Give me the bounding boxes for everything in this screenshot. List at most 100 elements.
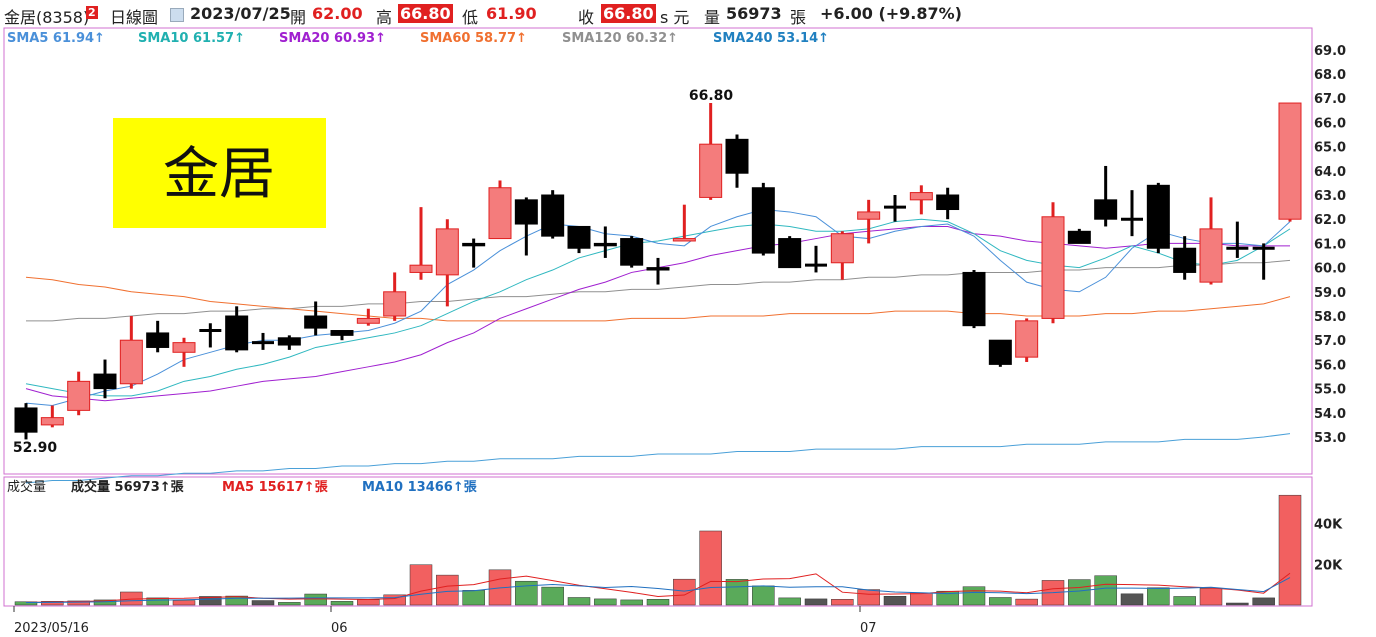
candle	[620, 236, 644, 268]
y-tick-label: 65.0	[1314, 141, 1346, 156]
volume-tick-label: 40K	[1314, 518, 1343, 533]
volume-value: 56973	[726, 4, 782, 23]
volume-bar	[620, 599, 643, 606]
candle-body	[409, 264, 433, 273]
chart-badge-icon: 2	[86, 6, 98, 19]
y-tick-label: 60.0	[1314, 262, 1346, 277]
candle-body	[1015, 320, 1039, 358]
volume-bar	[199, 596, 222, 606]
candle-body	[93, 373, 117, 390]
volume-bar	[278, 602, 301, 606]
volume-ma5-line	[25, 572, 1291, 603]
open-label: 開	[290, 8, 307, 27]
volume-label: 量	[704, 8, 721, 27]
candle-body	[541, 194, 565, 237]
candle-body	[119, 339, 143, 385]
candle	[383, 272, 407, 321]
volume-bar	[567, 597, 591, 606]
ma-legend-item: SMA240 53.14↑	[713, 31, 829, 46]
candle-body	[962, 271, 986, 327]
candle	[936, 187, 960, 220]
candle-body	[725, 138, 749, 174]
price-change: +6.00 (+9.87%)	[820, 4, 962, 23]
calendar-icon[interactable]	[170, 8, 184, 22]
volume-bar	[146, 597, 169, 606]
candle-body	[1067, 230, 1091, 244]
ma-legend-item: SMA5 61.94↑	[7, 31, 105, 46]
candle	[830, 231, 854, 280]
stock-name: 金居(8358)	[4, 8, 90, 27]
volume-bar	[436, 574, 459, 606]
candle-body	[567, 225, 591, 249]
period-label[interactable]: 日線圖	[110, 8, 159, 27]
candle	[146, 320, 170, 353]
candle	[40, 405, 64, 428]
candle	[14, 403, 38, 440]
volume-bar	[699, 530, 722, 606]
candle	[962, 270, 986, 329]
candle	[1173, 236, 1197, 280]
x-tick-label: 2023/05/16	[14, 621, 89, 636]
candle-body	[1199, 228, 1223, 283]
volume-bar	[646, 599, 670, 606]
candle-body	[1146, 184, 1170, 249]
volume-bar	[883, 596, 907, 606]
candle-body	[1278, 102, 1302, 220]
candle-body	[435, 228, 459, 276]
volume-bar	[1094, 575, 1117, 606]
volume-bar	[1173, 596, 1196, 606]
candle	[672, 204, 696, 242]
candle	[172, 337, 196, 367]
volume-bar	[989, 597, 1012, 606]
candle	[435, 219, 459, 307]
volume-legend-item: 成交量 56973↑張	[71, 479, 185, 495]
candle	[725, 134, 749, 188]
candle	[1094, 165, 1118, 227]
candle	[514, 197, 538, 256]
candle-body	[277, 337, 301, 346]
volume-bar	[1252, 597, 1275, 606]
volume-bar	[725, 579, 749, 606]
candle-body	[356, 317, 380, 324]
volume-bar	[304, 593, 327, 606]
volume-bar	[93, 599, 117, 606]
candle-body	[1173, 247, 1197, 273]
watermark-text: 金居	[163, 142, 275, 207]
y-tick-label: 57.0	[1314, 334, 1346, 349]
volume-bar	[594, 598, 617, 606]
candle-body	[672, 238, 696, 242]
candle	[751, 182, 775, 256]
candle-body	[304, 315, 328, 329]
close-value: 66.80	[601, 4, 656, 23]
volume-bar	[1015, 598, 1038, 606]
volume-bar	[515, 580, 538, 606]
candle-body	[146, 332, 170, 348]
candle	[778, 236, 802, 269]
candle-body	[620, 238, 644, 266]
candle	[1015, 318, 1039, 362]
volume-bar	[804, 598, 828, 606]
candle	[67, 371, 91, 416]
close-unit: s 元	[660, 8, 690, 27]
candle	[199, 323, 222, 348]
candle-body	[1094, 199, 1118, 220]
volume-bar	[1147, 587, 1170, 606]
volume-bar	[409, 564, 433, 606]
volume-bar	[251, 600, 275, 606]
candle	[1067, 228, 1091, 244]
candle-body	[488, 187, 512, 240]
y-tick-label: 62.0	[1314, 213, 1346, 228]
volume-bar	[14, 601, 38, 606]
candle-body	[646, 267, 670, 271]
y-tick-label: 59.0	[1314, 286, 1346, 301]
candle	[1252, 243, 1275, 280]
candle-body	[699, 143, 723, 198]
ma-legend-item: SMA10 61.57↑	[138, 31, 245, 46]
volume-bar	[67, 600, 90, 606]
volume-bar	[1120, 593, 1144, 606]
candle	[1226, 221, 1249, 258]
volume-bar	[462, 590, 485, 606]
volume-bar	[910, 592, 933, 606]
sma10-line	[25, 218, 1291, 397]
